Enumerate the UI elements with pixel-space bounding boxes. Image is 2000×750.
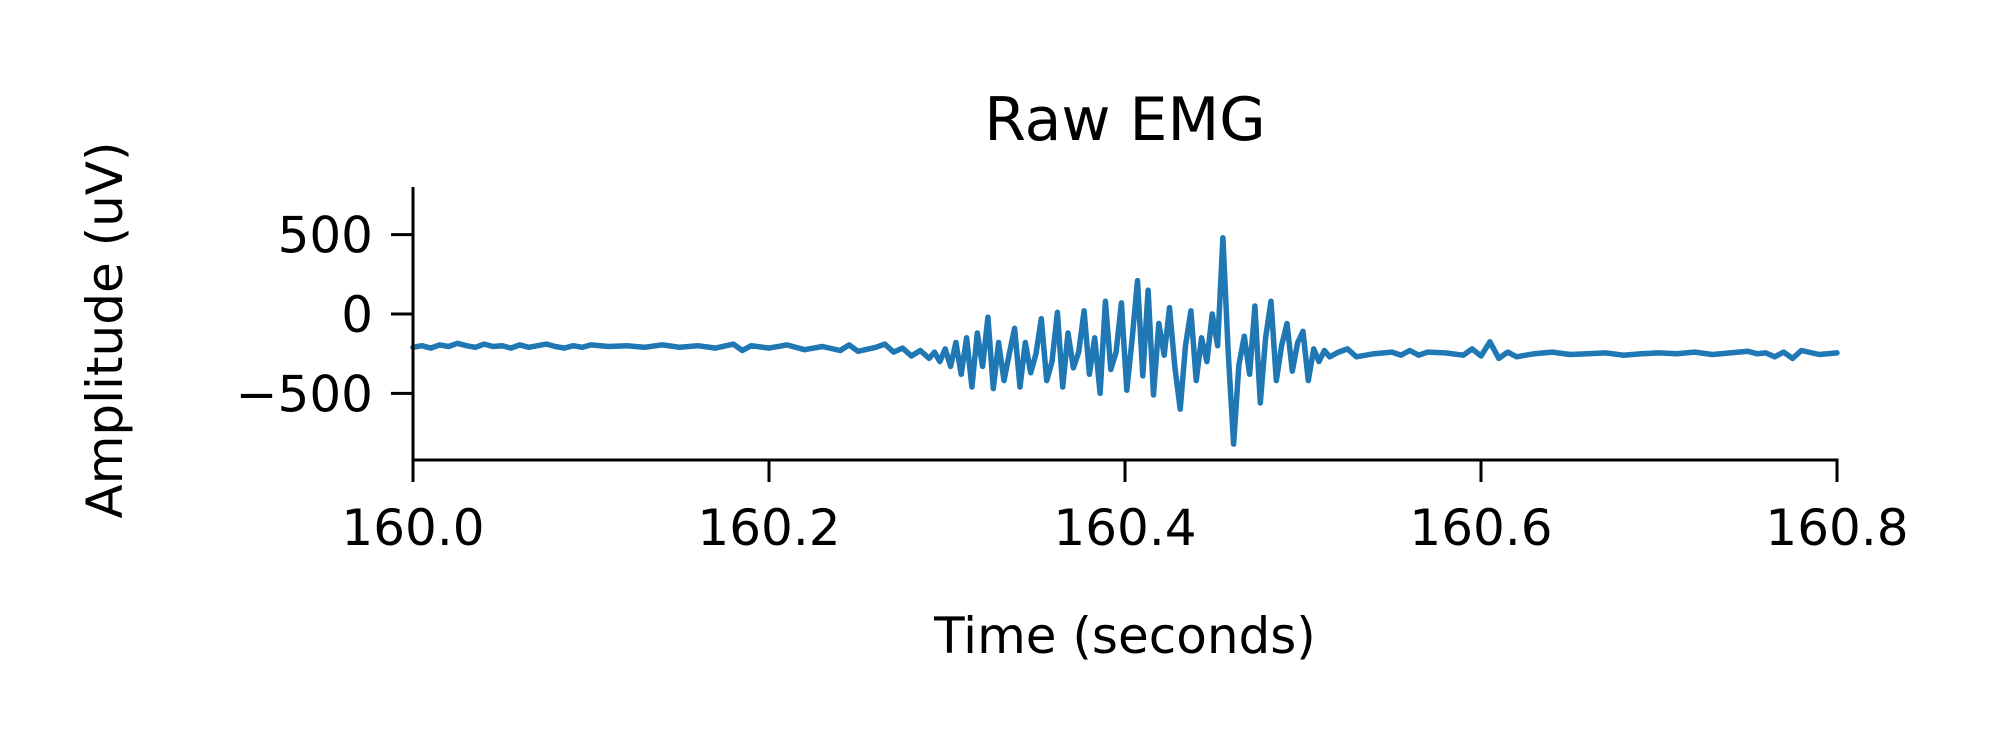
- plot-area: 160.0 160.2 160.4 160.6 160.8 500 0 −500: [236, 187, 1909, 557]
- series-line-0: [410, 235, 1840, 447]
- x-tick-label: 160.4: [1053, 499, 1196, 557]
- y-tick-label: 0: [341, 286, 373, 344]
- x-tick-label: 160.0: [341, 499, 484, 557]
- x-tick-label: 160.8: [1765, 499, 1908, 557]
- y-axis-label: Amplitude (uV): [76, 141, 134, 518]
- x-tick-label: 160.2: [697, 499, 840, 557]
- chart-title: Raw EMG: [984, 85, 1265, 155]
- y-tick-label: −500: [236, 365, 373, 423]
- x-axis-label: Time (seconds): [933, 607, 1316, 665]
- y-tick-label: 500: [278, 207, 373, 265]
- x-tick-label: 160.6: [1409, 499, 1552, 557]
